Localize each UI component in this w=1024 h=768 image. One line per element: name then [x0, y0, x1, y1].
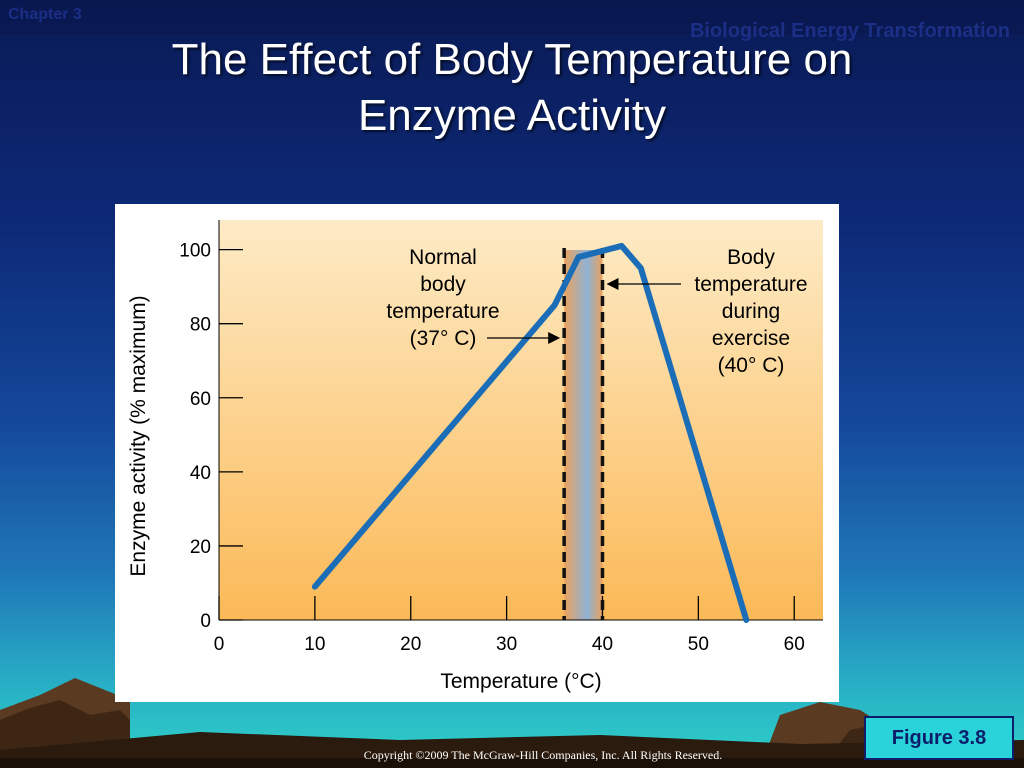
chapter-label: Chapter 3 — [8, 6, 82, 23]
header-strip — [0, 0, 1024, 34]
slide-title: The Effect of Body Temperature on Enzyme… — [0, 32, 1024, 144]
annotation-line: Normal — [409, 246, 477, 269]
slide-title-line-1: The Effect of Body Temperature on — [171, 35, 853, 84]
y-tick-label: 20 — [190, 537, 211, 558]
chart-panel: 0 20 40 60 80 100 0 10 20 30 40 50 60 Temperature (°C… — [115, 204, 839, 702]
x-tick-label: 60 — [784, 634, 805, 655]
x-tick-label: 0 — [214, 634, 225, 655]
annotation-line: body — [420, 273, 466, 296]
activity-curve — [311, 242, 750, 623]
copyright-notice: Copyright ©2009 The McGraw-Hill Companie… — [363, 748, 723, 762]
figure-label-box: Figure 3.8 — [864, 716, 1014, 760]
enzyme-activity-chart: 0 20 40 60 80 100 0 10 20 30 40 50 60 Temperature (°C… — [127, 220, 823, 693]
annotation-arrowhead — [548, 332, 561, 344]
y-tick-label: 80 — [190, 315, 211, 336]
y-tick-label: 40 — [190, 463, 211, 484]
temperature-band — [564, 250, 603, 620]
x-tick-label: 20 — [400, 634, 421, 655]
figure-label: Figure 3.8 — [891, 726, 987, 749]
x-tick-label: 10 — [304, 634, 325, 655]
annotation-exercise-temperature: Body temperature during exercise (40° C) — [694, 246, 807, 377]
slide-title-line-2: Enzyme Activity — [357, 91, 667, 140]
x-tick-label: 30 — [496, 634, 517, 655]
x-axis-label: Temperature (°C) — [440, 670, 601, 693]
annotation-line: Body — [727, 246, 775, 269]
x-tick-label: 50 — [688, 634, 709, 655]
annotation-line: (37° C) — [410, 327, 477, 350]
plot-area — [219, 220, 823, 620]
annotation-line: temperature — [694, 273, 807, 296]
section-title: Biological Energy Transformation — [689, 20, 1010, 42]
y-tick-label: 60 — [190, 389, 211, 410]
y-tick-label: 0 — [200, 611, 211, 632]
annotation-normal-temperature: Normal body temperature (37° C) — [386, 246, 499, 350]
annotation-arrowhead — [606, 278, 619, 290]
y-tick-label: 100 — [179, 241, 211, 262]
annotation-line: exercise — [712, 327, 790, 350]
annotation-line: during — [722, 300, 780, 323]
x-tick-label: 40 — [592, 634, 613, 655]
annotation-line: (40° C) — [718, 354, 785, 377]
y-axis-label: Enzyme activity (% maximum) — [127, 295, 150, 576]
annotation-line: temperature — [386, 300, 499, 323]
